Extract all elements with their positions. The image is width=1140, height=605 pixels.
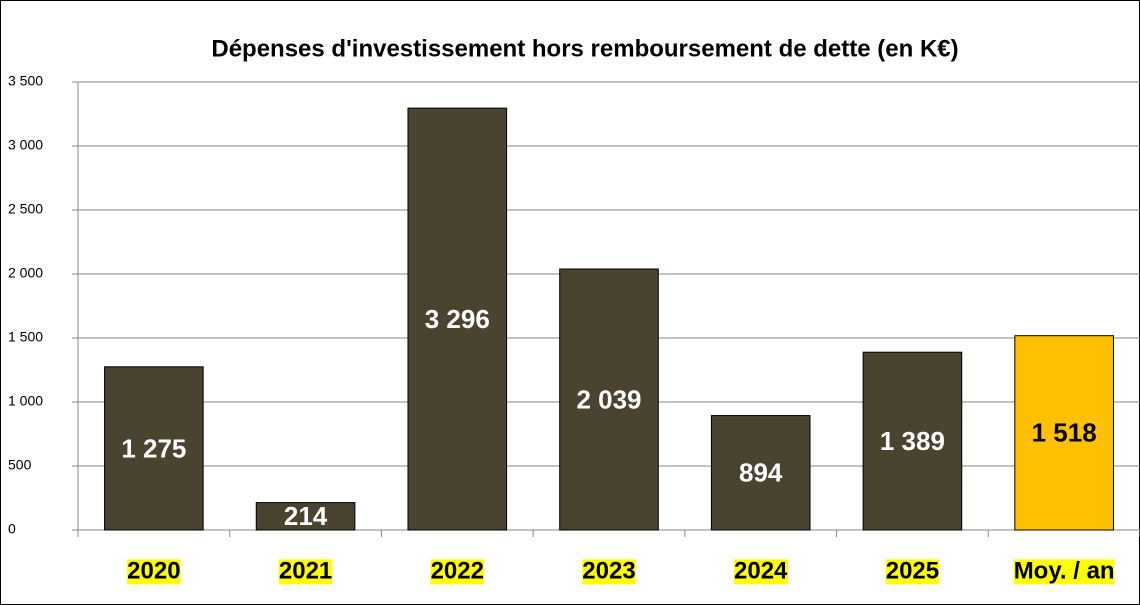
data-label: 214 bbox=[284, 501, 328, 531]
data-label: 1 275 bbox=[121, 433, 186, 463]
label-highlight bbox=[1013, 559, 1115, 585]
bar bbox=[104, 366, 204, 531]
x-tick-label: 2024 bbox=[734, 557, 788, 584]
y-tick-label: 1 000 bbox=[8, 393, 43, 409]
y-tick-label: 500 bbox=[8, 457, 32, 473]
label-highlight bbox=[734, 559, 789, 585]
label-highlight bbox=[885, 559, 940, 585]
data-label: 3 296 bbox=[425, 304, 490, 334]
label-highlight bbox=[430, 559, 484, 585]
y-tick-label: 3 000 bbox=[8, 137, 43, 153]
bar bbox=[710, 415, 811, 531]
bar bbox=[559, 268, 659, 531]
label-highlight bbox=[127, 559, 181, 585]
data-label: 894 bbox=[739, 458, 783, 488]
data-label: 1 518 bbox=[1032, 418, 1097, 448]
x-tick-label: 2021 bbox=[279, 557, 332, 584]
data-label: 1 389 bbox=[880, 426, 945, 456]
bar bbox=[407, 107, 508, 531]
x-tick-label: Moy. / an bbox=[1014, 557, 1115, 584]
y-tick-label: 3 500 bbox=[8, 73, 43, 89]
bar bbox=[862, 351, 963, 531]
x-tick-label: 2022 bbox=[431, 557, 484, 584]
x-tick-label: 2023 bbox=[582, 557, 635, 584]
label-highlight bbox=[582, 559, 636, 585]
y-tick-label: 0 bbox=[8, 521, 16, 537]
x-tick-label: 2025 bbox=[886, 557, 939, 584]
y-tick-label: 1 500 bbox=[8, 329, 43, 345]
data-label: 2 039 bbox=[576, 384, 641, 414]
bar bbox=[255, 502, 356, 531]
y-tick-label: 2 500 bbox=[8, 201, 43, 217]
x-tick-label: 2020 bbox=[127, 557, 180, 584]
label-highlight bbox=[278, 559, 333, 585]
y-tick-label: 2 000 bbox=[8, 265, 43, 281]
chart-title: Dépenses d'investissement hors rembourse… bbox=[211, 35, 958, 62]
bar bbox=[1014, 335, 1114, 531]
